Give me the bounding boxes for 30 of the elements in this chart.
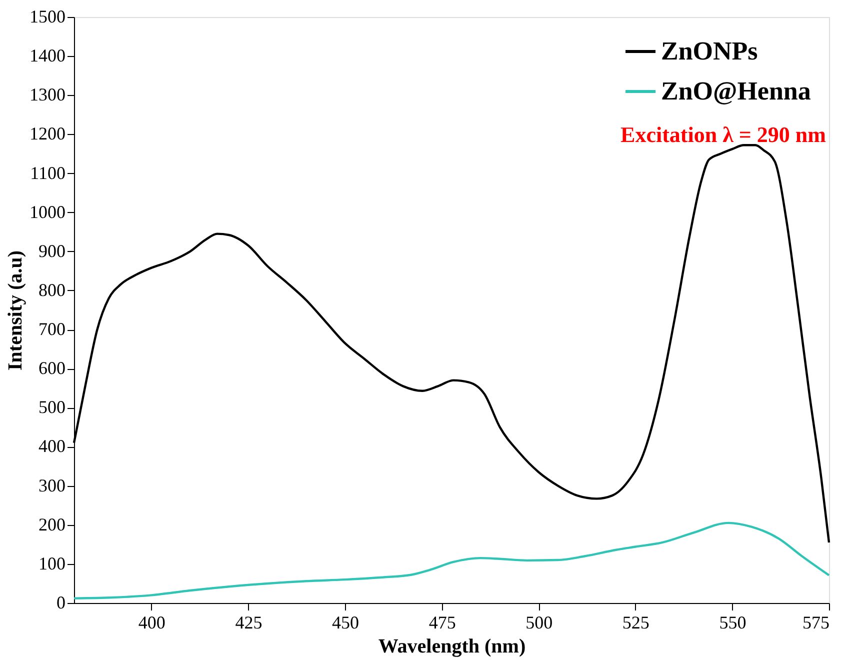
- y-tick-label: 1200: [30, 124, 66, 144]
- y-tick-label: 1500: [30, 6, 66, 26]
- y-tick-label: 300: [38, 475, 66, 496]
- y-tick-label: 1400: [30, 46, 66, 66]
- y-tick-label: 600: [38, 358, 66, 378]
- y-tick-label: 100: [38, 553, 66, 574]
- x-tick-label: 500: [526, 612, 553, 632]
- legend-label: ZnONPs: [661, 36, 758, 66]
- y-tick-label: 700: [38, 319, 66, 340]
- y-tick-label: 1000: [30, 202, 66, 222]
- y-tick-label: 800: [38, 280, 66, 300]
- y-tick-label: 0: [56, 592, 66, 612]
- legend-label: ZnO@Henna: [661, 76, 811, 106]
- y-tick-label: 1100: [30, 162, 66, 183]
- y-axis-title: Intensity (a.u): [4, 250, 26, 371]
- x-tick-label: 450: [332, 612, 360, 632]
- x-tick-label: 475: [428, 612, 456, 632]
- x-axis-title: Wavelength (nm): [378, 636, 526, 658]
- y-tick-label: 200: [38, 514, 66, 534]
- y-tick-label: 1300: [30, 84, 66, 105]
- line-series: [72, 522, 830, 600]
- annotation: Excitation λ = 290 nm: [620, 122, 826, 147]
- x-tick-label: 550: [719, 612, 746, 632]
- y-tick-label: 900: [38, 240, 66, 261]
- x-tick-label: 425: [235, 612, 262, 632]
- y-tick-label: 400: [38, 436, 66, 456]
- x-tick-label: 525: [622, 612, 650, 632]
- y-tick-label: 500: [38, 397, 66, 418]
- x-tick-label: 400: [138, 612, 166, 632]
- x-tick-label: 575: [802, 612, 830, 632]
